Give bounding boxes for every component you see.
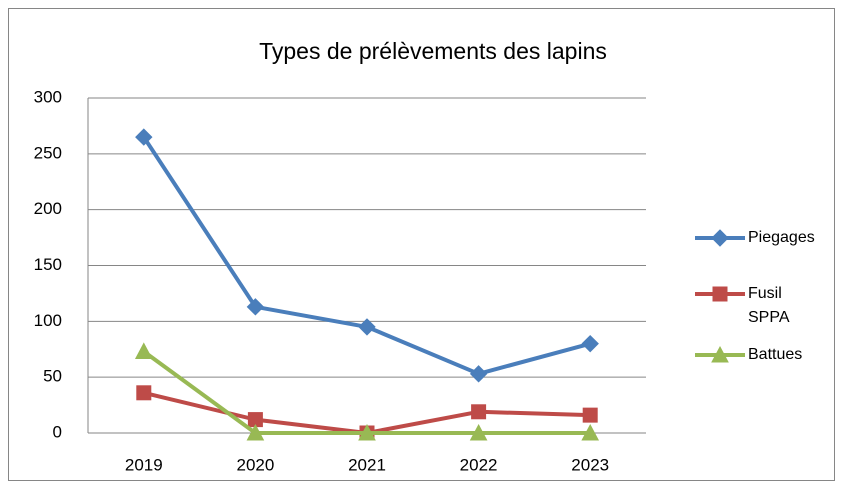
marker	[246, 423, 265, 441]
y-tick-label: 100	[34, 311, 62, 330]
y-tick-label: 300	[34, 87, 62, 106]
chart-border	[8, 8, 835, 481]
marker	[711, 345, 729, 363]
marker	[358, 318, 376, 336]
marker	[134, 342, 153, 359]
marker	[581, 423, 600, 441]
x-tick-label: 2019	[125, 455, 163, 474]
marker	[712, 286, 728, 302]
chart-title: Types de prélèvements des lapins	[259, 38, 607, 64]
marker	[469, 423, 488, 441]
x-tick-label: 2021	[348, 455, 386, 474]
legend-label: Battues	[748, 346, 803, 363]
marker	[246, 298, 265, 316]
marker	[711, 229, 729, 247]
marker	[471, 404, 487, 420]
marker	[135, 128, 153, 146]
legend-label: Piegages	[748, 229, 815, 246]
x-tick-label: 2020	[236, 455, 274, 474]
x-tick-label: 2022	[460, 455, 498, 474]
x-tick-label: 2023	[571, 455, 609, 474]
y-tick-label: 150	[34, 255, 62, 274]
marker	[469, 365, 488, 383]
marker	[136, 385, 152, 401]
marker	[358, 423, 376, 441]
marker	[582, 407, 598, 423]
legend-label: Fusil SPPA	[748, 285, 790, 326]
y-tick-label: 200	[34, 199, 62, 218]
marker	[581, 334, 599, 353]
y-tick-label: 250	[34, 143, 62, 162]
y-tick-label: 0	[53, 422, 62, 441]
y-tick-label: 50	[43, 367, 62, 386]
